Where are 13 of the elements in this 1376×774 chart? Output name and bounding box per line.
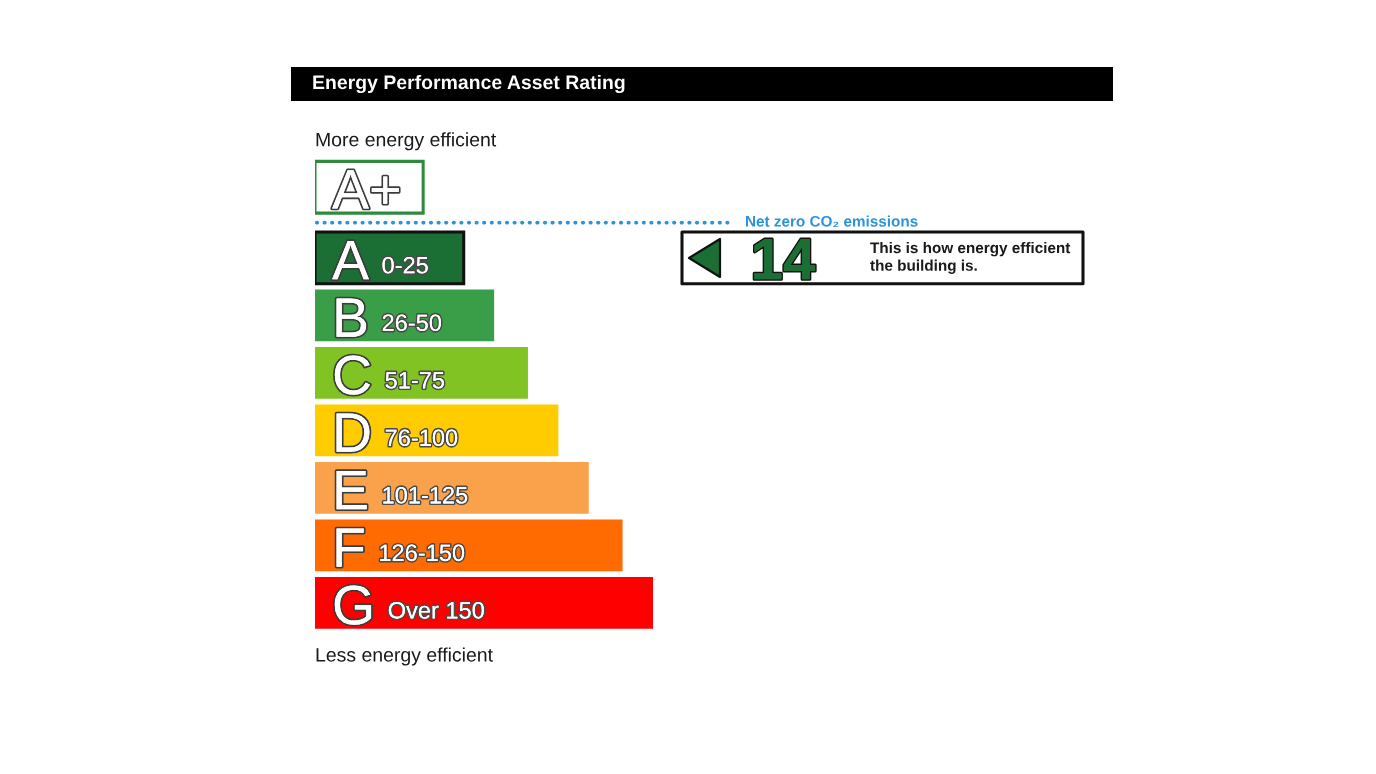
text: Less energy efficient	[316, 647, 493, 666]
y-tick-label: C 51-75	[334, 355, 445, 395]
y-tick-label: D 76-100	[336, 413, 458, 452]
text: More energy efficient	[316, 132, 497, 151]
chart-title: Energy Performance Asset Rating	[313, 74, 625, 94]
y-tick-label: G Over 150	[334, 585, 484, 625]
y-tick-label: E 101-125	[336, 471, 468, 510]
y-tick-label: F 126-150	[336, 528, 465, 567]
y-tick-label: A 0-25	[332, 241, 428, 280]
text: Net zero CO₂ emissions	[746, 215, 918, 228]
text: This is how energy efficient the building is.	[870, 241, 1071, 274]
text: 14	[754, 239, 816, 280]
y-tick-label: B 26-50	[336, 298, 442, 337]
